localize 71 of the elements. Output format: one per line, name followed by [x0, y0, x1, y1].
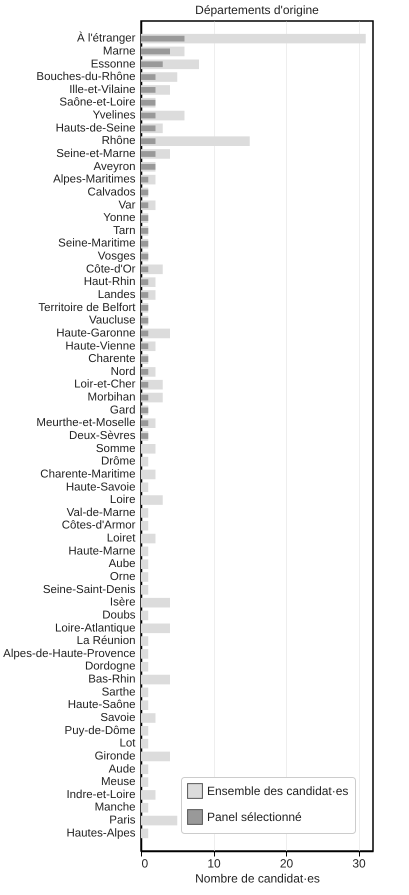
y-tick-label: Seine-et-Marne — [56, 148, 136, 160]
y-tick-label: Haute-Marne — [68, 545, 136, 558]
y-tick-label: Hautes-Alpes — [66, 827, 136, 840]
y-tick-label: Orne — [110, 571, 136, 584]
y-tick-label: Loire — [110, 494, 136, 506]
y-tick-label: Haute-Savoie — [66, 481, 136, 494]
y-tick-label: Dordogne — [84, 660, 136, 673]
y-tick-label: Haute-Garonne — [56, 327, 136, 340]
y-tick-label: Deux-Sèvres — [69, 430, 136, 442]
y-tick-label: Lot — [120, 738, 136, 750]
y-tick-label: Bouches-du-Rhône — [36, 71, 136, 84]
y-tick-label: Meurthe-et-Moselle — [36, 417, 136, 430]
y-tick-label: Indre-et-Loire — [66, 788, 136, 801]
y-tick-label: Yonne — [103, 212, 136, 224]
y-tick-label: Charente-Maritime — [40, 468, 136, 480]
y-tick-label: Haute-Saône — [68, 699, 136, 712]
y-tick-label: Haut-Rhin — [84, 276, 136, 288]
x-tick-label: 10 — [207, 856, 221, 870]
x-axis-title: Nombre de candidat·es — [195, 872, 320, 886]
legend-label: Ensemble des candidat·es — [207, 784, 348, 798]
x-tick-label: 20 — [280, 856, 294, 870]
y-tick-label: Loir-et-Cher — [74, 378, 136, 391]
y-tick-label: Sarthe — [102, 686, 136, 698]
y-tick-label: Haute-Vienne — [65, 340, 136, 352]
y-tick-label: Charente — [88, 353, 136, 366]
y-tick-label: Somme — [96, 442, 136, 455]
y-tick-label: Rhône — [102, 135, 136, 148]
y-tick-label: Yvelines — [92, 110, 136, 122]
y-tick-label: Aude — [108, 763, 136, 776]
y-tick-label: Aube — [108, 558, 136, 570]
y-tick-label: Seine-Maritime — [58, 238, 136, 250]
legend-label: Panel sélectionné — [207, 810, 302, 824]
y-tick-label: Drôme — [100, 456, 136, 468]
chart-title: Départements d'origine — [195, 3, 320, 17]
y-tick-label: Doubs — [102, 609, 136, 622]
y-tick-label: Paris — [109, 814, 136, 827]
y-tick-label: Vosges — [98, 250, 136, 263]
y-tick-label: Aveyron — [94, 160, 136, 173]
y-tick-label: Alpes-de-Haute-Provence — [3, 648, 136, 660]
x-tick-label: 30 — [352, 856, 366, 870]
y-tick-label: Bas-Rhin — [88, 674, 136, 686]
x-tick-label: 0 — [142, 856, 148, 870]
y-tick-label: Ille-et-Vilaine — [69, 84, 136, 96]
y-tick-label: Val-de-Marne — [66, 506, 136, 519]
y-tick-label: Morbihan — [88, 392, 136, 404]
y-tick-label: Côte-d'Or — [86, 263, 136, 276]
y-tick-label: Meuse — [100, 776, 136, 788]
y-tick-label: Var — [118, 199, 136, 212]
y-tick-label: Tarn — [113, 224, 136, 237]
y-tick-label: Côtes-d'Armor — [62, 520, 136, 532]
y-tick-label: Seine-Saint-Denis — [42, 584, 136, 596]
y-tick-label: Essonne — [90, 58, 136, 70]
y-tick-label: Vaucluse — [89, 314, 136, 327]
y-tick-label: Territoire de Belfort — [38, 302, 136, 314]
y-tick-label: Calvados — [88, 186, 136, 198]
y-tick-label: Savoie — [100, 712, 136, 724]
y-tick-label: Isère — [110, 596, 136, 609]
y-tick-label: À l'étranger — [77, 32, 136, 45]
y-tick-label: Gironde — [94, 750, 136, 762]
y-tick-label: Puy-de-Dôme — [64, 724, 136, 737]
y-tick-label: Loiret — [106, 532, 136, 545]
y-tick-label: Alpes-Maritimes — [53, 174, 136, 186]
y-tick-label: Hauts-de-Seine — [56, 122, 136, 134]
y-tick-label: Loire-Atlantique — [54, 622, 136, 634]
y-tick-label: Manche — [94, 802, 136, 814]
y-tick-label: Saône-et-Loire — [59, 96, 136, 109]
y-tick-label: Gard — [110, 404, 136, 416]
y-tick-label: La Réunion — [76, 635, 136, 648]
y-tick-label: Nord — [110, 366, 136, 378]
y-tick-label: Landes — [98, 288, 136, 301]
y-tick-label: Marne — [102, 45, 136, 58]
